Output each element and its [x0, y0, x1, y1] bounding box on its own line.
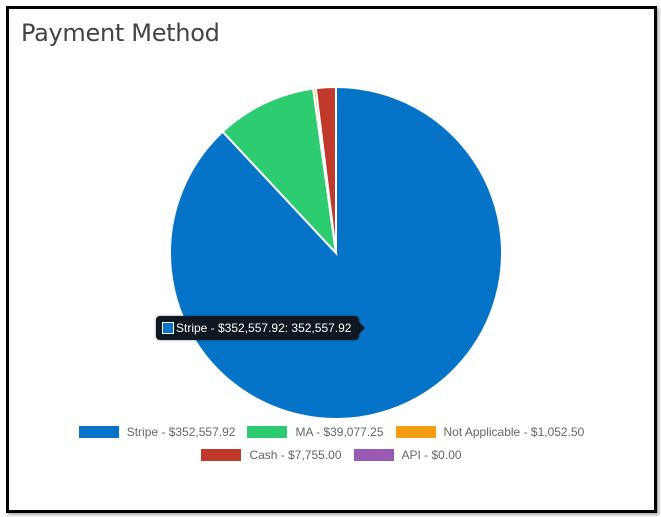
- legend-item-cash[interactable]: Cash - $7,755.00: [201, 448, 342, 462]
- legend-swatch: [353, 449, 394, 461]
- legend-label: Not Applicable - $1,052.50: [443, 425, 585, 439]
- tooltip-text: Stripe - $352,557.92: 352,557.92: [176, 321, 352, 335]
- pie-slice-ma[interactable]: [221, 87, 338, 256]
- legend-label: Cash - $7,755.00: [249, 448, 342, 462]
- legend-swatch: [78, 426, 119, 438]
- legend-item-not-applicable[interactable]: Not Applicable - $1,052.50: [395, 425, 585, 439]
- legend-row-1: Stripe - $352,557.92 MA - $39,077.25 Not…: [9, 425, 654, 439]
- legend-label: API - $0.00: [401, 448, 462, 462]
- slice-tooltip: Stripe - $352,557.92: 352,557.92: [156, 316, 366, 340]
- legend-label: MA - $39,077.25: [295, 425, 384, 439]
- legend-label: Stripe - $352,557.92: [126, 425, 236, 439]
- legend-swatch: [247, 426, 288, 438]
- legend-swatch: [395, 426, 436, 438]
- chart-panel: Payment Method Stripe - $352,557.92: 352…: [6, 6, 657, 513]
- legend-item-stripe[interactable]: Stripe - $352,557.92: [78, 425, 236, 439]
- tooltip-swatch: [162, 322, 174, 334]
- legend-row-2: Cash - $7,755.00 API - $0.00: [9, 448, 654, 462]
- legend-swatch: [201, 449, 242, 461]
- legend-item-ma[interactable]: MA - $39,077.25: [247, 425, 384, 439]
- chart-title: Payment Method: [21, 19, 220, 47]
- pie-slice-cash[interactable]: [314, 85, 337, 254]
- legend-item-api[interactable]: API - $0.00: [353, 448, 462, 462]
